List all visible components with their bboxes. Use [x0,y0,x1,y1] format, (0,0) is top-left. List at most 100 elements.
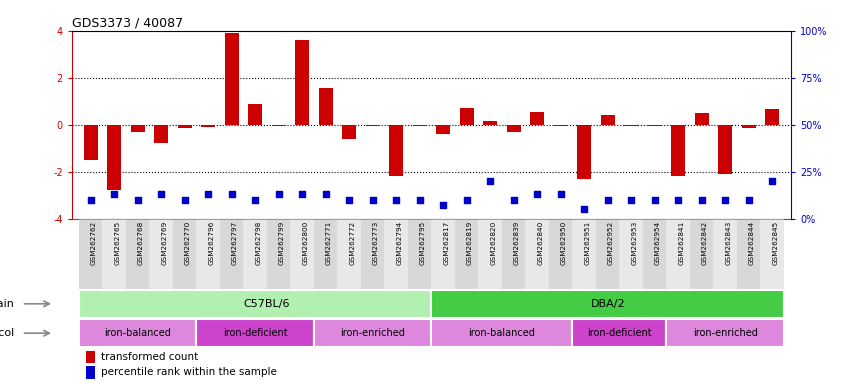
Bar [695,113,709,125]
Point [389,197,403,203]
Text: GSM262768: GSM262768 [138,221,144,265]
Bar [342,125,356,139]
Text: GSM262762: GSM262762 [91,221,96,265]
Point [507,197,520,203]
Point [178,197,191,203]
Bar [601,115,615,125]
Bar [553,125,568,126]
Point [155,191,168,197]
Bar [765,109,779,125]
Text: GSM262954: GSM262954 [655,221,661,265]
Bar [150,218,173,289]
Bar [479,218,502,289]
Point [249,197,262,203]
Bar [178,125,192,128]
Point [624,197,638,203]
Bar [244,218,267,289]
Point [766,178,779,184]
Text: GSM262800: GSM262800 [302,221,308,265]
Text: GSM262843: GSM262843 [725,221,731,265]
Text: iron-enriched: iron-enriched [340,328,405,338]
Bar [384,218,408,289]
Bar [577,125,591,179]
Text: percentile rank within the sample: percentile rank within the sample [101,367,277,377]
Bar [267,218,290,289]
Bar [130,125,145,132]
Point [295,191,309,197]
Text: protocol: protocol [0,328,14,338]
Point [578,206,591,212]
Text: GSM262953: GSM262953 [631,221,637,265]
Bar [107,125,121,190]
Bar [196,218,220,289]
Text: GSM262773: GSM262773 [373,221,379,265]
Point [672,197,685,203]
Text: GSM262817: GSM262817 [443,221,449,265]
Point [483,178,497,184]
Bar [667,319,784,347]
Bar [248,104,262,125]
Bar [84,125,98,160]
Text: GSM262839: GSM262839 [514,221,519,265]
Bar [272,125,286,126]
Bar [431,319,573,347]
Bar [314,319,431,347]
Text: GSM262770: GSM262770 [184,221,190,265]
Bar [413,125,426,126]
Bar [408,218,431,289]
Text: GSM262952: GSM262952 [607,221,613,265]
Point [648,197,662,203]
Bar [338,218,361,289]
Point [107,191,121,197]
Point [201,191,215,197]
Text: GSM262799: GSM262799 [278,221,285,265]
Bar [718,125,733,174]
Bar [154,125,168,144]
Bar [619,218,643,289]
Point [131,197,145,203]
Point [319,191,332,197]
Text: GSM262951: GSM262951 [585,221,591,265]
Bar [361,218,384,289]
Bar [319,88,332,125]
Text: GSM262840: GSM262840 [537,221,543,265]
Point [601,197,614,203]
Point [742,197,755,203]
Point [225,191,239,197]
Text: GSM262794: GSM262794 [396,221,402,265]
Bar [290,218,314,289]
Text: C57BL/6: C57BL/6 [244,299,290,309]
Text: GDS3373 / 40087: GDS3373 / 40087 [72,17,183,30]
Point [437,202,450,209]
Bar [314,218,338,289]
Point [460,197,474,203]
Text: GSM262771: GSM262771 [326,221,332,265]
Text: GSM262765: GSM262765 [114,221,120,265]
Text: transformed count: transformed count [101,352,198,362]
Point [718,197,732,203]
Bar [201,125,215,127]
Text: strain: strain [0,299,14,309]
Bar [742,125,755,128]
Bar [126,218,150,289]
Bar [196,319,314,347]
Point [272,191,285,197]
Point [413,197,426,203]
Text: GSM262797: GSM262797 [232,221,238,265]
Point [554,191,568,197]
Bar [431,218,455,289]
Text: GSM262950: GSM262950 [561,221,567,265]
Point [530,191,544,197]
Text: GSM262842: GSM262842 [701,221,708,265]
Bar [643,218,667,289]
Bar [431,290,784,318]
Text: GSM262845: GSM262845 [772,221,778,265]
Bar [596,218,619,289]
Point [84,197,97,203]
Text: iron-balanced: iron-balanced [104,328,171,338]
Bar [502,218,525,289]
Bar [437,125,450,134]
Text: iron-balanced: iron-balanced [469,328,536,338]
Text: GSM262796: GSM262796 [208,221,214,265]
Bar [86,366,95,379]
